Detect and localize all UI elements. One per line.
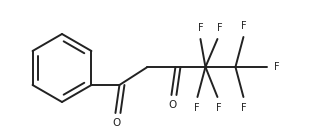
- Text: F: F: [274, 62, 279, 72]
- Text: F: F: [194, 103, 199, 113]
- Text: F: F: [198, 23, 203, 33]
- Text: F: F: [217, 23, 222, 33]
- Text: F: F: [241, 103, 246, 113]
- Text: F: F: [216, 103, 221, 113]
- Text: O: O: [168, 100, 177, 110]
- Text: F: F: [241, 21, 246, 31]
- Text: O: O: [112, 118, 121, 128]
